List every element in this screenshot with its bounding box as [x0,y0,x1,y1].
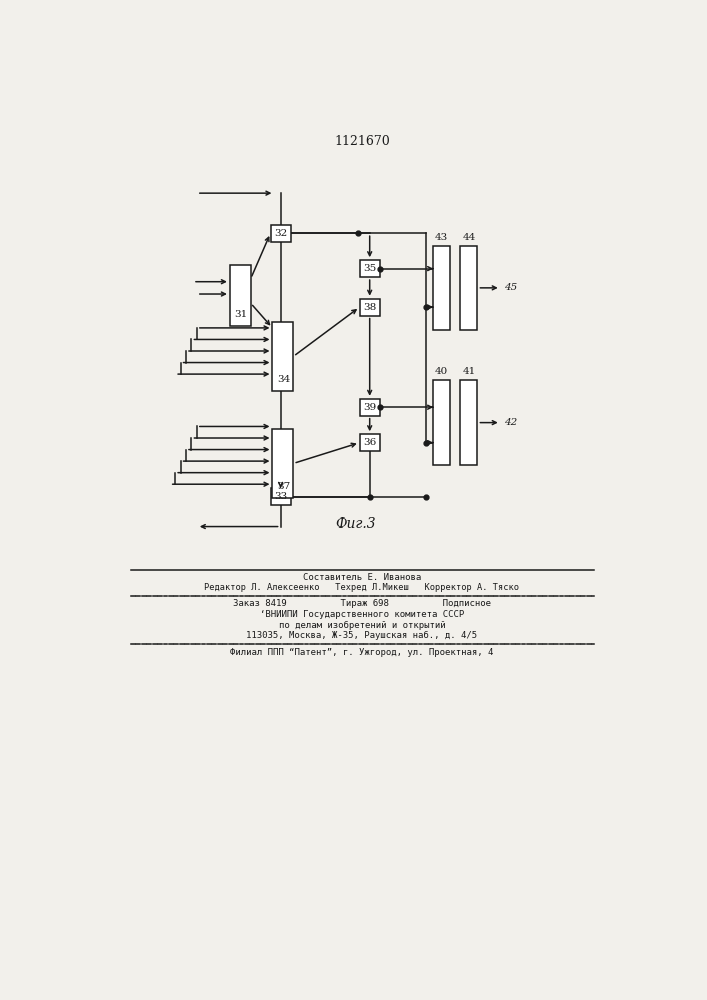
Text: 45: 45 [504,283,517,292]
Text: 113035, Москва, Ж-35, Раушская наб., д. 4/5: 113035, Москва, Ж-35, Раушская наб., д. … [246,631,477,640]
Text: 42: 42 [504,418,517,427]
Bar [433,380,450,465]
Text: 38: 38 [363,303,376,312]
Text: ‘ВНИИПИ Государственного комитета СССР: ‘ВНИИПИ Государственного комитета СССР [260,610,464,619]
Bar [230,265,251,326]
Bar [272,429,293,498]
Bar [360,260,380,277]
Text: по делам изобретений и открытий: по делам изобретений и открытий [279,621,445,630]
Text: 36: 36 [363,438,376,447]
Bar [360,434,380,451]
Text: 43: 43 [435,233,448,242]
Bar [271,488,291,505]
Bar [360,399,380,416]
Bar [460,246,477,330]
Text: Фиг.3: Фиг.3 [335,517,376,531]
Text: 31: 31 [235,310,247,319]
Bar [460,380,477,465]
Bar [271,225,291,242]
Text: 1121670: 1121670 [334,135,390,148]
Text: 37: 37 [277,482,291,491]
Text: 32: 32 [274,229,287,238]
Text: Редактор Л. Алексеенко   Техред Л.Микеш   Корректор А. Тяско: Редактор Л. Алексеенко Техред Л.Микеш Ко… [204,583,520,592]
Bar [272,322,293,391]
Text: 34: 34 [277,375,291,384]
Bar [433,246,450,330]
Bar [360,299,380,316]
Text: Филиал ППП “Патент”, г. Ужгород, ул. Проектная, 4: Филиал ППП “Патент”, г. Ужгород, ул. Про… [230,648,493,657]
Text: Составитель Е. Иванова: Составитель Е. Иванова [303,573,421,582]
Text: 35: 35 [363,264,376,273]
Text: 33: 33 [274,492,287,501]
Text: 40: 40 [435,367,448,376]
Text: 41: 41 [462,367,476,376]
Text: Заказ 8419          Тираж 698          Подписное: Заказ 8419 Тираж 698 Подписное [233,599,491,608]
Text: 39: 39 [363,403,376,412]
Text: 44: 44 [462,233,476,242]
